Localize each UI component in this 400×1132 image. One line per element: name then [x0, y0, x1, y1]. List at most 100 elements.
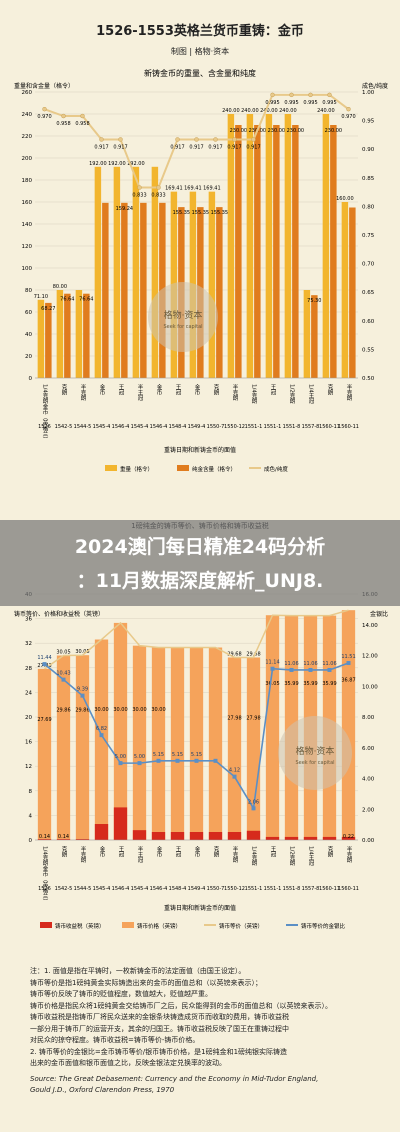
chart2-price-label: 35.99: [303, 681, 317, 687]
chart2-price-label: 35.99: [284, 681, 298, 687]
chart2-bar-tax: [341, 836, 356, 840]
chart1-bar-weight: [246, 114, 254, 378]
banner-line-1: 2024澳门每日精准24码分析: [74, 536, 326, 558]
chart2-y2tick: 8.00: [362, 715, 375, 721]
chart2-price-label: 36.05: [265, 681, 279, 687]
chart2-ratio-point: [175, 758, 180, 763]
chart1-ytick: 40: [25, 332, 32, 338]
chart1-purity-label: 0.917: [208, 144, 222, 150]
chart1-y2tick: 0.50: [362, 376, 375, 382]
chart2-ratio-point: [42, 662, 47, 667]
chart1-xtick: 1/4王冠: [308, 384, 315, 405]
chart1-date-label: 1560-11: [338, 424, 359, 430]
chart2-ratio-label: 11.06: [322, 661, 336, 667]
chart1-purity-label: 0.833: [151, 193, 165, 199]
note-9: 出来的金币面值和银币面值之比，反映金银法定兑换率的波动。: [30, 1059, 226, 1067]
note-3: 铸币等价反映了铸币的贬值程度，数值越大，贬值越严重。: [30, 990, 212, 998]
chart2-bar-price: [246, 657, 261, 840]
note-1: 注：1. 面值是指在平铸时，一枚新铸金币的法定面值（由国王设定）。: [30, 967, 246, 975]
chart2-tax-label: 0.14: [58, 834, 69, 840]
chart2-tax-label: 0.22: [343, 834, 354, 840]
chart1-y2tick: 0.70: [362, 262, 375, 268]
chart2-xtick: 王冠: [118, 846, 125, 859]
chart2-ratio-label: 5.00: [134, 754, 145, 760]
chart2-ratio-point: [194, 758, 199, 763]
chart1-ytick: 60: [25, 310, 32, 316]
chart1-xtick: 王冠: [175, 384, 182, 397]
chart2-tax-label: 0.14: [39, 834, 50, 840]
chart1-purity-point: [156, 185, 161, 190]
chart1-purity-point: [251, 137, 256, 142]
chart1-ytick: 260: [22, 90, 33, 96]
chart2-ratio-point: [289, 667, 294, 672]
chart1-bar-gold: [64, 293, 71, 378]
chart1-date-label: 1550-7: [207, 424, 225, 430]
chart1-bar-weight: [322, 114, 330, 378]
chart1-weight-label: 169.41: [203, 186, 221, 192]
chart2-ratio-point: [156, 758, 161, 763]
chart2-ratio-point: [61, 677, 66, 682]
chart1-weight-label: 192.00: [89, 161, 107, 167]
chart1-bar-weight: [265, 114, 273, 378]
chart1-xtick: 1/4克朗金币（英格兰）: [42, 384, 49, 442]
chart1-date-label: 1551-1: [245, 424, 263, 430]
chart2-bar-price: [132, 645, 147, 840]
chart2-ratio-label: 11.06: [284, 661, 298, 667]
chart1-date-label: 1551-1: [264, 424, 282, 430]
chart1-date-label: 1545-4: [131, 424, 149, 430]
chart2-ytick: 36: [25, 617, 32, 623]
chart2-xtick: 半王冠: [137, 845, 144, 864]
chart2-ytick: 20: [25, 715, 32, 721]
chart1-y2tick: 0.55: [362, 347, 375, 353]
chart2-equiv-label: 29.68: [246, 651, 260, 657]
notes-block: 注：1. 面值是指在平铸时，一枚新铸金币的法定面值（由国王设定）。 铸币等价是指…: [30, 966, 375, 1097]
chart1-y2tick: 0.65: [362, 290, 375, 296]
chart1-gold-label: 68.27: [41, 306, 55, 312]
chart2-xtick: 金币: [156, 845, 163, 859]
chart1-gold-label: 76.64: [79, 297, 93, 303]
chart1-date-label: 1549-4: [188, 424, 206, 430]
chart1-purity-point: [80, 113, 85, 119]
chart1-purity-point: [308, 92, 313, 98]
note-7: 对民众的掠夺程度。铸币收益税=铸币等价-铸币价格。: [30, 1036, 200, 1044]
chart2-xtick: 半克朗: [80, 845, 87, 864]
chart2-y2tick: 12.00: [362, 654, 378, 660]
chart1-bar-gold: [292, 125, 299, 378]
chart1-gold-label: 75.30: [307, 298, 321, 304]
chart1-y2tick: 0.60: [362, 319, 375, 325]
chart1-purity-point: [346, 106, 351, 112]
chart2-xtick: 克朗: [327, 846, 334, 859]
chart1-bar-weight: [94, 166, 102, 378]
chart1-legend-swatch: [177, 465, 189, 471]
chart1-date-label: 1542-5: [55, 424, 73, 430]
chart2-equiv-label: 29.68: [227, 651, 241, 657]
chart1-title: 新铸金币的重量、含金量和纯度: [144, 68, 256, 78]
chart1-gold-label: 230.00: [325, 128, 343, 134]
chart1-xtick: 半克朗: [80, 383, 87, 402]
chart1-bar-gold: [254, 125, 261, 378]
chart1-ytick: 200: [22, 156, 33, 162]
chart2-bar-tax: [94, 824, 109, 840]
chart1-weight-label: 240.00: [317, 108, 335, 114]
chart1-purity-point: [99, 137, 104, 142]
chart2-bar-tax: [284, 836, 299, 840]
chart1-purity-label: 0.917: [227, 144, 241, 150]
chart2-price-label: 36.87: [341, 677, 355, 683]
chart2-bar-tax: [75, 839, 90, 840]
chart2-ratio-point: [270, 666, 275, 671]
chart1-purity-label: 0.917: [94, 144, 108, 150]
chart1-date-label: 1544-5: [74, 424, 92, 430]
chart2-bar-tax: [189, 832, 204, 840]
chart1-bar-weight: [132, 166, 140, 378]
chart2-xtick: 半克朗: [346, 845, 353, 864]
chart1-legend-swatch: [105, 465, 117, 471]
chart2-price-label: 27.98: [227, 716, 241, 722]
chart1-date-label: 1546-4: [112, 424, 130, 430]
chart1-date-label: 1545-4: [93, 424, 111, 430]
chart1-bar-gold: [273, 125, 280, 378]
chart2-bar-tax: [227, 832, 242, 840]
chart1-weight-label: 80.00: [53, 284, 67, 290]
chart1-purity-point: [118, 137, 123, 142]
chart2-legend-label: 铸币收益税（英镑）: [55, 922, 105, 930]
chart2-ytick: 4: [29, 813, 33, 819]
